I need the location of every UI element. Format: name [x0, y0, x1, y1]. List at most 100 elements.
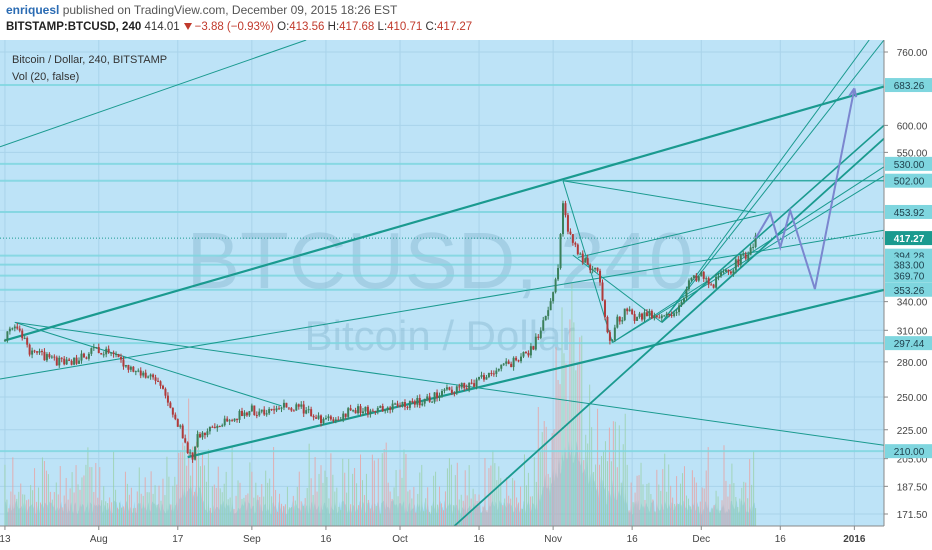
- candle-body: [253, 405, 256, 416]
- candle-body: [245, 412, 248, 416]
- time-axis[interactable]: 13 Aug 17 Sep 16 Oct 16 Nov 16 Dec 16 2016: [0, 526, 866, 545]
- candle-body: [307, 409, 310, 411]
- candle-body: [21, 330, 24, 339]
- price-tick-label: 250.00: [897, 393, 928, 404]
- time-tick-label: Nov: [544, 534, 562, 545]
- candle-body: [6, 331, 9, 341]
- candle-body: [416, 398, 419, 405]
- candle-body: [199, 434, 202, 438]
- candle-body: [354, 410, 357, 414]
- candle-body: [391, 403, 394, 410]
- candle-body: [322, 418, 325, 424]
- candle-body: [515, 357, 518, 361]
- price-chart[interactable]: BTCUSD, 240 Bitcoin / Dollar 760.00 600.0…: [0, 40, 932, 550]
- candle-body: [579, 253, 582, 255]
- candle-body: [552, 292, 555, 302]
- candle-body: [401, 402, 404, 407]
- candle-body: [685, 289, 688, 298]
- candle-body: [700, 271, 703, 277]
- candle-body: [589, 264, 592, 271]
- open-label: O:: [277, 21, 290, 33]
- candle-body: [566, 215, 569, 232]
- candle-body: [208, 426, 211, 432]
- candle-body: [206, 431, 209, 436]
- candle-body: [705, 278, 708, 280]
- time-axis-bg: [0, 526, 884, 550]
- candle-body: [724, 269, 727, 272]
- level-label: 394.28: [894, 252, 925, 263]
- price-axis[interactable]: 760.00 600.00 550.00 340.00 310.00 280.00 250.…: [884, 48, 932, 521]
- candle-body: [569, 231, 572, 235]
- high-value: 417.68: [339, 21, 375, 33]
- candle-body: [512, 357, 515, 368]
- candle-body: [445, 387, 448, 390]
- candle-body: [742, 254, 745, 256]
- candle-body: [248, 411, 251, 416]
- candle-body: [181, 425, 184, 439]
- candle-body: [315, 417, 318, 419]
- level-label-bg: [885, 156, 932, 171]
- candle-body: [201, 432, 204, 438]
- candle-body: [374, 410, 377, 412]
- candle-body: [268, 408, 271, 414]
- volume-legend[interactable]: Vol (20, false): [12, 71, 80, 83]
- candle-body: [381, 406, 384, 412]
- candle-body: [747, 254, 750, 259]
- candle-body: [534, 336, 537, 350]
- candle-body: [144, 372, 147, 378]
- candle-body: [715, 276, 718, 288]
- time-tick-label: Sep: [243, 534, 261, 545]
- open-value: 413.56: [289, 21, 325, 33]
- candle-body: [290, 408, 293, 411]
- candle-body: [115, 354, 118, 356]
- candle-body: [349, 408, 352, 411]
- candle-body: [28, 344, 31, 355]
- candle-body: [423, 398, 426, 404]
- series-legend[interactable]: Bitcoin / Dollar, 240, BITSTAMP: [12, 54, 168, 66]
- channel-lower-line: [187, 288, 885, 459]
- current-price-label-bg: [885, 231, 932, 246]
- time-tick-label: 16: [775, 534, 787, 545]
- candle-body: [73, 357, 76, 365]
- candle-body: [75, 357, 78, 364]
- candle-body: [744, 254, 747, 259]
- level-label-bg: [885, 282, 932, 297]
- candle-body: [502, 363, 505, 365]
- candle-body: [441, 390, 443, 396]
- candle-body: [690, 277, 693, 281]
- candle-body: [710, 284, 713, 286]
- steep-support-line: [453, 137, 885, 527]
- candle-body: [65, 359, 68, 365]
- candle-body: [174, 414, 177, 420]
- projection-arrowhead: [848, 87, 858, 98]
- candle-body: [48, 354, 51, 358]
- level-label-bg: [885, 173, 932, 188]
- level-label-bg: [885, 204, 932, 219]
- candle-body: [399, 405, 402, 407]
- candle-body: [194, 446, 197, 460]
- candle-body: [564, 203, 567, 216]
- time-tick-label: 13: [0, 534, 11, 545]
- plot-area[interactable]: [0, 40, 884, 526]
- candle-body: [633, 314, 636, 321]
- candle-body: [226, 418, 229, 422]
- level-label: 683.26: [894, 81, 925, 92]
- triangle-top-line: [562, 180, 756, 214]
- candle-body: [33, 350, 36, 352]
- candle-body: [668, 313, 671, 315]
- candle-body: [270, 408, 273, 410]
- down-arrow-icon: [183, 23, 192, 31]
- author-link[interactable]: enriquesl: [6, 3, 60, 17]
- candle-body: [426, 396, 429, 399]
- candle-body: [218, 426, 221, 428]
- candle-body: [539, 330, 542, 338]
- candle-body: [468, 382, 471, 390]
- price-change: −3.88 (−0.93%): [194, 21, 274, 33]
- candle-body: [11, 328, 14, 330]
- candle-body: [492, 373, 495, 375]
- close-value: 417.27: [437, 21, 473, 33]
- candle-body: [529, 346, 532, 356]
- candle-body: [250, 405, 253, 412]
- candle-body: [23, 337, 26, 339]
- candle-body: [87, 353, 90, 359]
